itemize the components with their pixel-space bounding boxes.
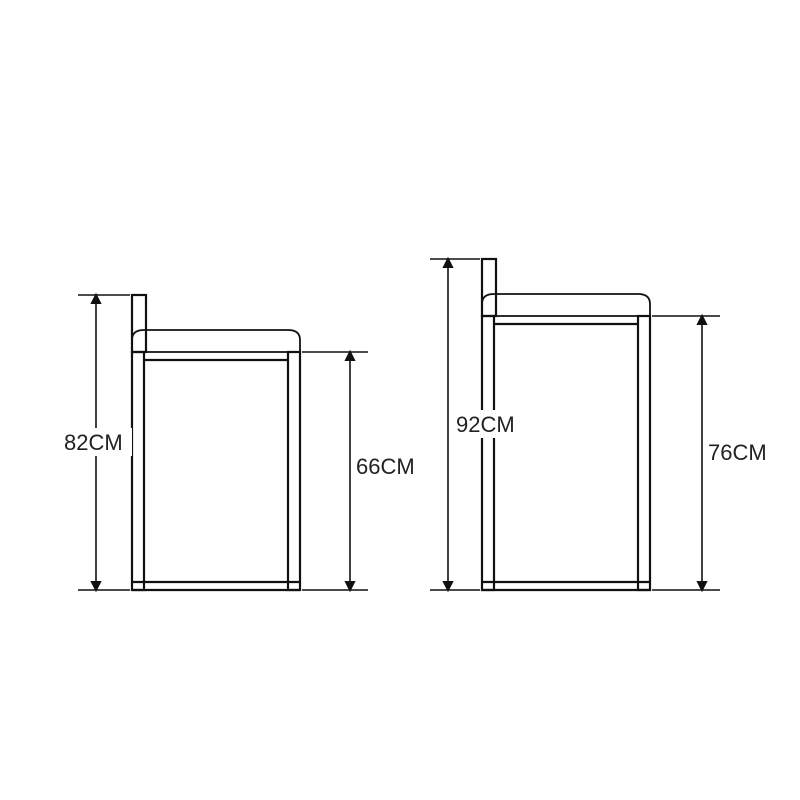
dimension-chair1-seat-height: 66CM	[302, 352, 426, 590]
dim-label-chair2-total: 92CM	[456, 412, 515, 437]
dimension-chair2-total-height: 92CM	[430, 259, 526, 590]
dim-label-chair2-seat: 76CM	[708, 440, 767, 465]
dim-label-chair1-seat: 66CM	[356, 454, 415, 479]
dimension-chair2-seat-height: 76CM	[652, 316, 778, 590]
chair-small	[132, 295, 300, 590]
dim-label-chair1-total: 82CM	[64, 430, 123, 455]
dimension-chair1-total-height: 82CM	[62, 295, 132, 590]
furniture-dimension-diagram: 82CM 66CM 92CM 76CM	[0, 0, 800, 800]
